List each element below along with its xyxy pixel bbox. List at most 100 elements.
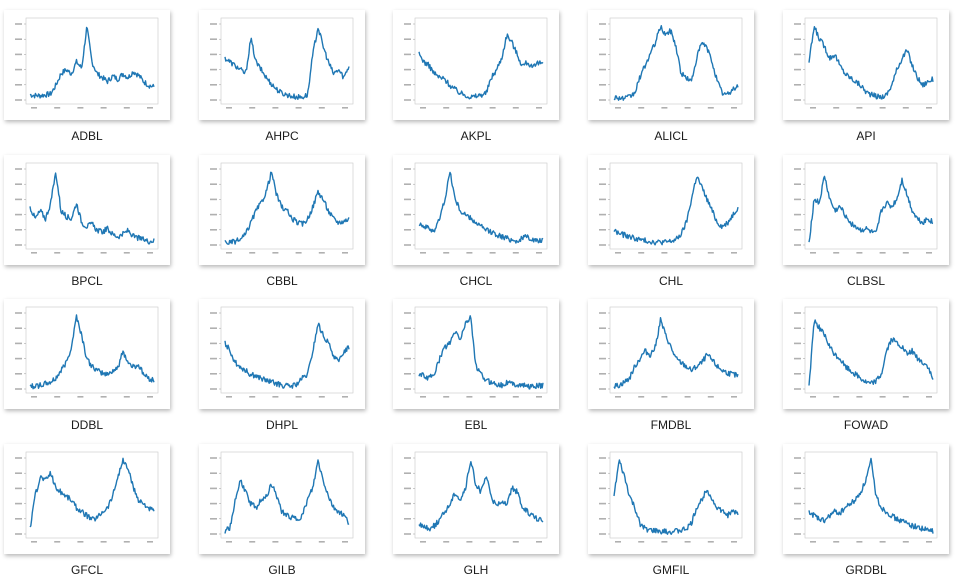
file-name-label[interactable]: API	[856, 129, 876, 143]
file-tile[interactable]: GLH	[393, 444, 563, 574]
x-tick-label	[638, 107, 645, 109]
x-tick-label	[512, 541, 519, 543]
file-name-label[interactable]: AHPC	[265, 129, 299, 143]
file-tile[interactable]: AKPL	[393, 10, 563, 153]
file-tile[interactable]: FOWAD	[783, 299, 953, 442]
file-thumbnail[interactable]	[588, 299, 754, 409]
file-name-label[interactable]: FOWAD	[843, 418, 889, 432]
file-tile[interactable]: EBL	[393, 299, 563, 442]
x-tick-label	[249, 107, 256, 109]
file-thumbnail[interactable]	[783, 444, 949, 554]
file-thumbnail[interactable]	[393, 155, 559, 265]
y-tick-label	[15, 518, 22, 520]
x-tick-label	[512, 396, 519, 398]
file-tile[interactable]: GRDBL	[783, 444, 953, 574]
file-thumbnail[interactable]	[393, 10, 559, 120]
file-thumbnail[interactable]	[4, 10, 170, 120]
price-series-line	[29, 26, 155, 99]
file-name-label[interactable]: GILB	[268, 563, 296, 574]
y-tick-label	[794, 183, 801, 185]
plot-area	[25, 451, 159, 539]
file-name-label[interactable]: GFCL	[70, 563, 103, 574]
file-name-label[interactable]: AKPL	[460, 129, 492, 143]
y-tick-label	[15, 472, 22, 474]
file-name-label[interactable]: EBL	[464, 418, 488, 432]
file-tile[interactable]: GMFIL	[588, 444, 758, 574]
file-thumbnail[interactable]	[199, 10, 365, 120]
file-name-label[interactable]: DDBL	[70, 418, 103, 432]
file-tile[interactable]: AHPC	[199, 10, 369, 153]
file-name-label[interactable]: FMDBL	[650, 418, 692, 432]
x-tick-label	[342, 107, 348, 109]
file-name-label[interactable]: CLBSL	[846, 274, 886, 288]
x-tick-label	[54, 541, 61, 543]
file-tile[interactable]: CBBL	[199, 155, 369, 298]
y-tick-label	[794, 487, 801, 490]
file-thumbnail[interactable]	[199, 444, 365, 554]
file-thumbnail[interactable]	[4, 155, 170, 265]
file-tile[interactable]: ALICL	[588, 10, 758, 153]
x-tick-label	[420, 107, 426, 109]
file-thumbnail[interactable]	[4, 444, 170, 554]
plot-area	[220, 451, 354, 539]
x-tick-label	[833, 396, 840, 398]
file-thumbnail[interactable]	[588, 155, 754, 265]
file-tile[interactable]: API	[783, 10, 953, 153]
y-tick-label	[404, 198, 411, 201]
file-tile[interactable]: GFCL	[4, 444, 174, 574]
file-thumbnail[interactable]	[588, 10, 754, 120]
y-tick-label	[15, 99, 22, 101]
file-tile[interactable]: FMDBL	[588, 299, 758, 442]
file-thumbnail[interactable]	[588, 444, 754, 554]
file-tile[interactable]: CLBSL	[783, 155, 953, 298]
x-tick-label	[615, 396, 621, 398]
file-name-label[interactable]: DHPL	[265, 418, 298, 432]
file-name-label[interactable]: GLH	[463, 563, 489, 574]
file-thumbnail[interactable]	[199, 299, 365, 409]
y-tick-label	[210, 388, 217, 390]
price-series-line	[613, 317, 739, 389]
file-name-label[interactable]: CHL	[658, 274, 683, 288]
price-series-line	[418, 461, 544, 532]
price-series-line	[808, 26, 934, 100]
x-tick-label	[661, 107, 668, 109]
file-name-label[interactable]: BPCL	[71, 274, 103, 288]
file-name-label[interactable]: CHCL	[459, 274, 493, 288]
file-thumbnail[interactable]	[783, 155, 949, 265]
y-tick-label	[404, 533, 411, 535]
file-thumbnail[interactable]	[4, 299, 170, 409]
file-thumbnail[interactable]	[393, 299, 559, 409]
x-tick-label	[466, 107, 473, 109]
plot-area	[804, 162, 938, 250]
file-tile[interactable]: DDBL	[4, 299, 174, 442]
x-tick-label	[249, 252, 256, 254]
file-thumbnail[interactable]	[199, 155, 365, 265]
file-thumbnail[interactable]	[783, 299, 949, 409]
price-series-line	[613, 176, 739, 246]
y-tick-label	[599, 472, 606, 474]
y-tick-label	[210, 183, 217, 185]
file-tile[interactable]: CHL	[588, 155, 758, 298]
file-name-label[interactable]: ADBL	[71, 129, 103, 143]
x-tick-label	[123, 252, 130, 254]
file-name-label[interactable]: ALICL	[654, 129, 688, 143]
file-name-label[interactable]: GRDBL	[845, 563, 887, 574]
file-tile[interactable]: ADBL	[4, 10, 174, 153]
file-name-label[interactable]: CBBL	[266, 274, 298, 288]
file-tile[interactable]: GILB	[199, 444, 369, 574]
y-tick-label	[210, 373, 217, 375]
y-tick-label	[210, 518, 217, 520]
y-tick-label	[404, 457, 411, 459]
file-thumbnail[interactable]	[393, 444, 559, 554]
file-tile[interactable]: BPCL	[4, 155, 174, 298]
line-chart-preview	[210, 17, 354, 109]
file-tile[interactable]: CHCL	[393, 155, 563, 298]
y-tick-label	[15, 68, 22, 71]
y-tick-label	[794, 327, 801, 329]
file-tile[interactable]: DHPL	[199, 299, 369, 442]
line-chart-preview	[599, 451, 743, 543]
file-name-label[interactable]: GMFIL	[652, 563, 690, 574]
y-tick-label	[210, 533, 217, 535]
x-tick-label	[707, 107, 714, 109]
file-thumbnail[interactable]	[783, 10, 949, 120]
